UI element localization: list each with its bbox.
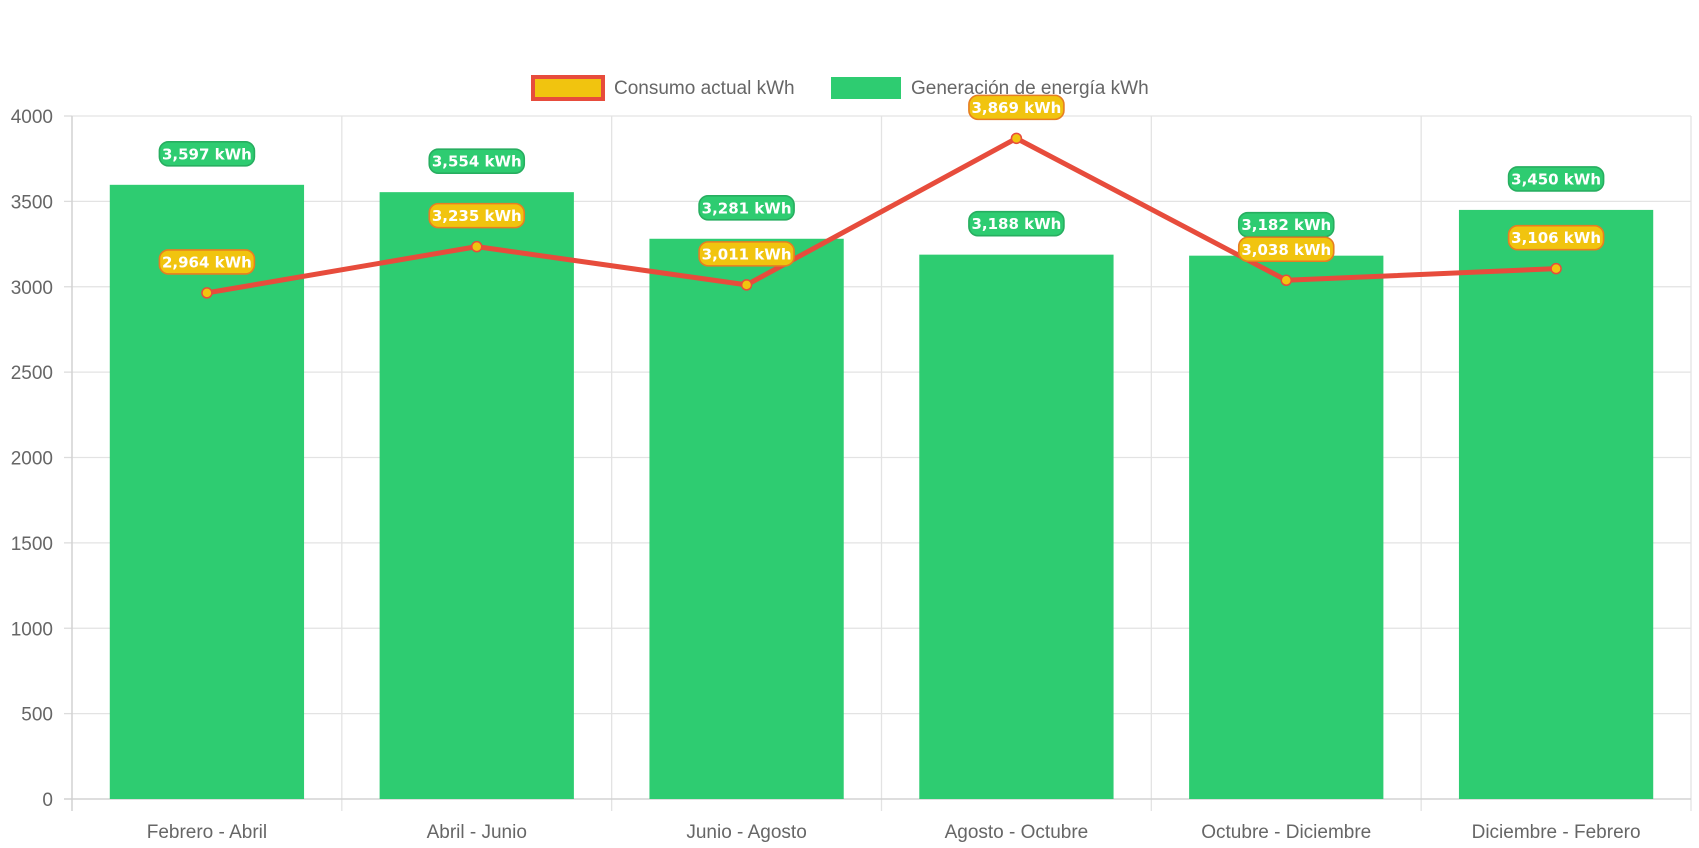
line-point — [1010, 132, 1023, 145]
data-label-text: 3,235 kWh — [432, 207, 522, 225]
line-value-label: 3,038 kWh — [1237, 236, 1335, 263]
line-point — [471, 240, 483, 253]
legend: Consumo actual kWh Generación de energía … — [531, 75, 1149, 101]
bar-value-label: 3,554 kWh — [428, 148, 526, 174]
line-point — [201, 287, 213, 299]
bar-value-label: 3,450 kWh — [1507, 166, 1605, 192]
line-point — [1280, 274, 1292, 287]
bar — [109, 184, 305, 799]
bar-value-label: 3,281 kWh — [698, 194, 795, 221]
line-value-label: 2,964 kWh — [158, 249, 256, 275]
x-tick-label: Junio - Agosto — [686, 822, 806, 843]
data-label-box — [968, 210, 1065, 237]
data-label-text: 3,011 kWh — [702, 245, 792, 263]
data-label-box — [968, 94, 1065, 121]
x-tick-label: Abril - Junio — [427, 822, 527, 843]
y-tick-label: 500 — [21, 705, 53, 726]
legend-label-generacion: Generación de energía kWh — [911, 78, 1149, 99]
y-tick-label: 2000 — [11, 449, 53, 470]
line-value-label: 3,235 kWh — [428, 202, 526, 229]
bar — [649, 238, 844, 799]
data-label-text: 3,554 kWh — [432, 153, 522, 171]
data-label-text: 3,450 kWh — [1511, 170, 1601, 188]
bar-value-label: 3,188 kWh — [968, 210, 1065, 237]
data-label-text: 3,182 kWh — [1241, 216, 1331, 234]
line-value-label: 3,869 kWh — [968, 94, 1065, 121]
bar-series — [109, 184, 1654, 800]
line-series — [201, 132, 1562, 299]
x-tick-label: Agosto - Octubre — [945, 822, 1089, 843]
data-label-text: 3,869 kWh — [971, 99, 1061, 117]
line-value-label: 3,011 kWh — [698, 241, 795, 267]
bar — [919, 254, 1114, 800]
data-label-text: 3,188 kWh — [971, 215, 1061, 233]
bar — [1189, 255, 1384, 800]
data-label-box — [1237, 236, 1335, 263]
bar — [1458, 209, 1654, 800]
data-label-text: 3,281 kWh — [702, 199, 792, 217]
y-tick-label: 3500 — [11, 192, 53, 213]
data-label-box — [158, 249, 256, 275]
line-path — [206, 135, 1557, 296]
data-label-box — [158, 141, 256, 167]
line-value-label: 3,106 kWh — [1507, 224, 1605, 251]
grid: 0 500 1000 1500 2000 2500 3000 3500 4000 — [11, 107, 1692, 811]
y-tick-label: 1000 — [11, 619, 53, 640]
line-point — [1550, 262, 1562, 275]
y-tick-label: 2500 — [11, 363, 53, 384]
data-label-text: 3,597 kWh — [162, 145, 252, 163]
y-tick-label: 0 — [42, 790, 53, 811]
line-point — [740, 279, 753, 291]
bar-value-label: 3,597 kWh — [158, 141, 256, 167]
y-tick-label: 4000 — [11, 107, 53, 128]
data-label-text: 3,106 kWh — [1511, 229, 1601, 247]
x-tick-label: Diciembre - Febrero — [1472, 822, 1641, 843]
legend-label-consumo: Consumo actual kWh — [614, 78, 795, 99]
data-label-box — [698, 194, 795, 221]
data-label-box — [428, 148, 526, 174]
data-label-box — [698, 241, 795, 267]
data-label-text: 3,038 kWh — [1241, 241, 1331, 259]
x-tick-label: Febrero - Abril — [147, 822, 267, 843]
data-label-text: 2,964 kWh — [162, 253, 252, 271]
data-label-box — [1507, 224, 1605, 251]
data-label-box — [428, 202, 526, 229]
bar-value-label: 3,182 kWh — [1237, 211, 1335, 238]
legend-swatch-consumo — [531, 75, 605, 101]
y-tick-label: 3000 — [11, 278, 53, 299]
data-label-box — [1507, 166, 1605, 192]
legend-swatch-generacion — [831, 77, 901, 99]
y-tick-label: 1500 — [11, 534, 53, 555]
bar — [379, 192, 574, 800]
x-tick-label: Octubre - Diciembre — [1201, 822, 1371, 843]
